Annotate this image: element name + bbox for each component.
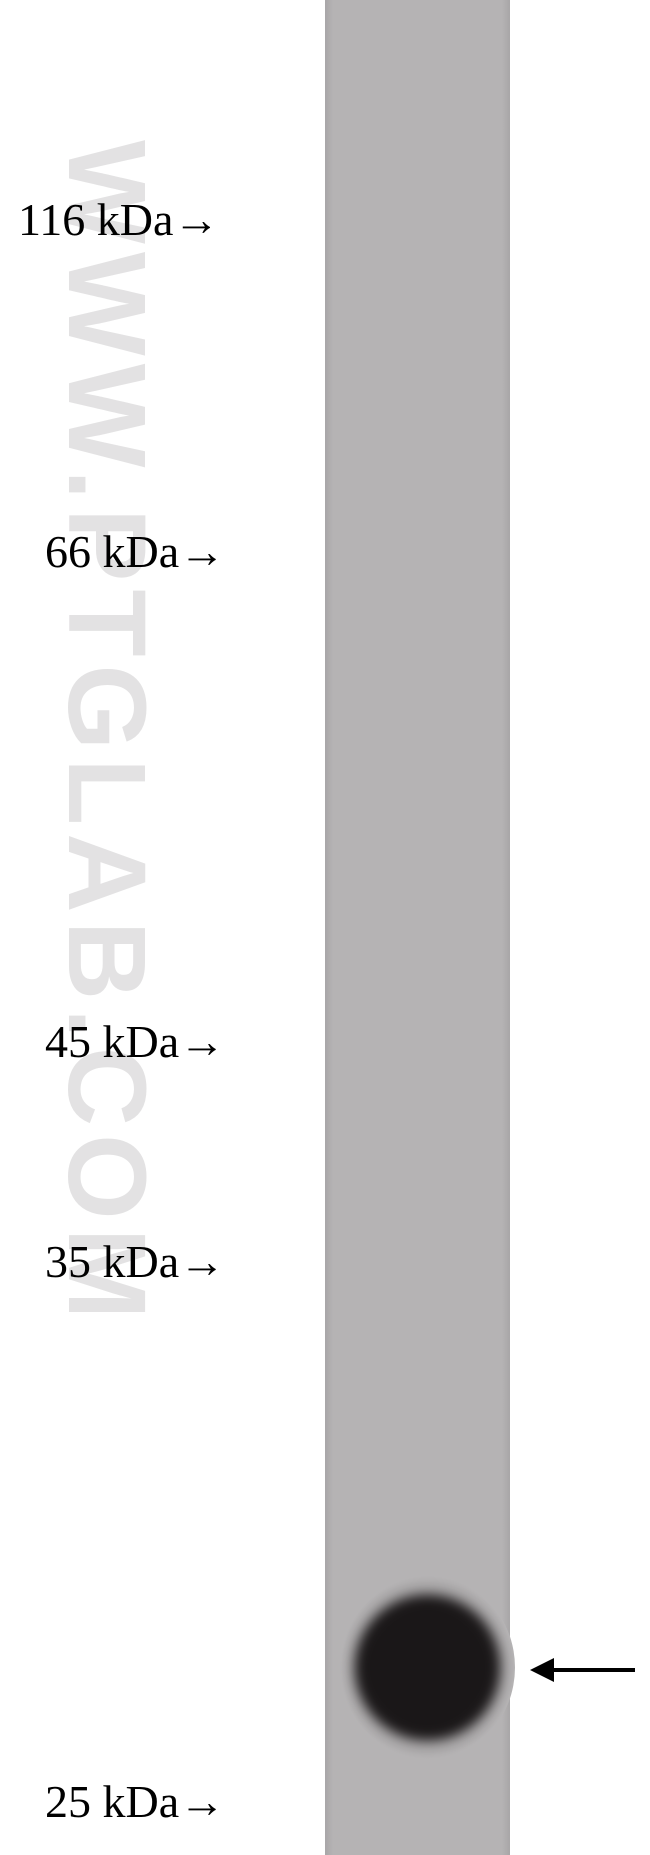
lane-right-edge xyxy=(502,0,510,1855)
marker-label-45: 45 kDa→ xyxy=(45,1015,225,1068)
marker-label-25: 25 kDa→ xyxy=(45,1775,225,1828)
watermark-text: WWW.PTGLAB.COM xyxy=(43,140,170,1327)
marker-label-66: 66 kDa→ xyxy=(45,525,225,578)
figure-container: WWW.PTGLAB.COM 116 kDa→ 66 kDa→ 45 kDa→ … xyxy=(0,0,650,1855)
blot-band xyxy=(355,1595,500,1740)
lane-left-edge xyxy=(325,0,333,1855)
marker-label-116: 116 kDa→ xyxy=(18,193,219,246)
marker-label-35: 35 kDa→ xyxy=(45,1235,225,1288)
arrow-line xyxy=(550,1668,635,1672)
